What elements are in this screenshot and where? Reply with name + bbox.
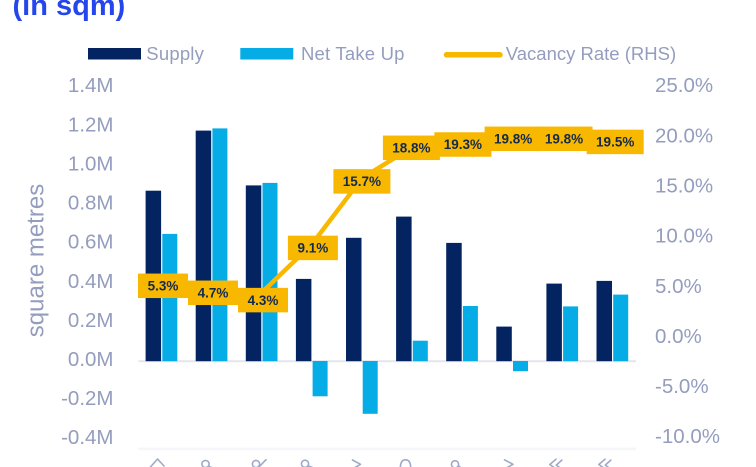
svg-text:5.3%: 5.3% bbox=[148, 279, 179, 294]
svg-text:4.3%: 4.3% bbox=[248, 293, 279, 308]
svg-text:19.8%: 19.8% bbox=[545, 132, 583, 147]
svg-text:0.6M: 0.6M bbox=[68, 231, 114, 254]
svg-text:square metres: square metres bbox=[23, 184, 50, 337]
svg-text:1.4M: 1.4M bbox=[68, 74, 114, 97]
svg-text:15.0%: 15.0% bbox=[655, 175, 713, 198]
svg-text:15.7%: 15.7% bbox=[343, 174, 381, 189]
svg-text:0.8M: 0.8M bbox=[68, 192, 114, 215]
svg-text:0.0%: 0.0% bbox=[655, 325, 702, 348]
svg-text:0.2M: 0.2M bbox=[68, 309, 114, 332]
svg-text:Supply: Supply bbox=[146, 43, 204, 64]
svg-text:-10.0%: -10.0% bbox=[655, 425, 720, 448]
svg-text:19.8%: 19.8% bbox=[494, 132, 532, 147]
svg-text:0.0M: 0.0M bbox=[68, 348, 114, 371]
svg-text:0.4M: 0.4M bbox=[68, 270, 114, 293]
svg-text:-0.4M: -0.4M bbox=[61, 426, 113, 449]
svg-text:-5.0%: -5.0% bbox=[655, 375, 709, 398]
svg-text:1.0M: 1.0M bbox=[68, 152, 114, 175]
svg-text:19.3%: 19.3% bbox=[444, 137, 482, 152]
svg-text:19.5%: 19.5% bbox=[596, 135, 634, 150]
svg-text:1.2M: 1.2M bbox=[68, 113, 114, 136]
svg-text:5.0%: 5.0% bbox=[655, 275, 702, 298]
svg-text:25.0%: 25.0% bbox=[655, 74, 713, 97]
svg-text:18.8%: 18.8% bbox=[392, 141, 430, 156]
svg-text:9.1%: 9.1% bbox=[298, 241, 329, 256]
svg-text:4.7%: 4.7% bbox=[198, 286, 229, 301]
svg-text:(in sqm): (in sqm) bbox=[13, 0, 126, 22]
svg-text:Vacancy Rate (RHS): Vacancy Rate (RHS) bbox=[506, 43, 676, 64]
svg-text:Net Take Up: Net Take Up bbox=[301, 43, 405, 64]
svg-text:20.0%: 20.0% bbox=[655, 124, 713, 147]
svg-text:-0.2M: -0.2M bbox=[61, 387, 113, 410]
svg-text:10.0%: 10.0% bbox=[655, 225, 713, 248]
